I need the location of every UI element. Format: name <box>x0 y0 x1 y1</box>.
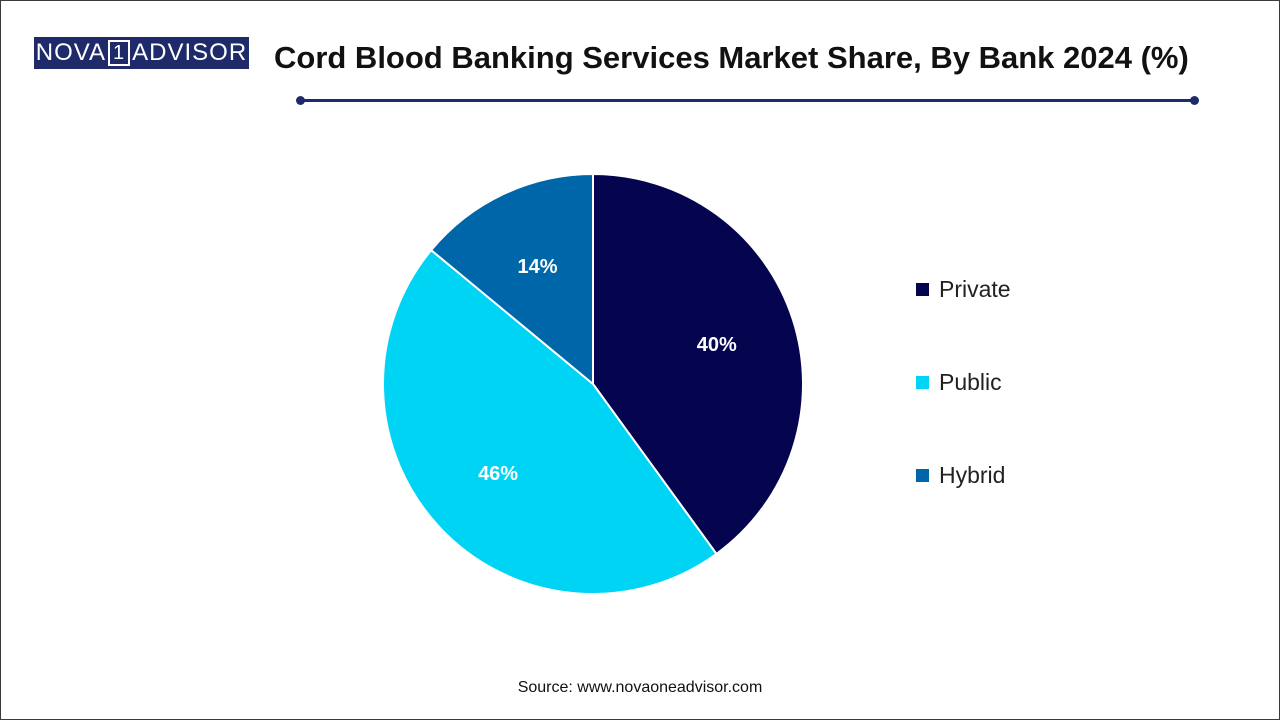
logo-text-one: 1 <box>108 40 131 66</box>
pie-slice-private <box>592 172 804 556</box>
legend-label-public: Public <box>939 368 1002 395</box>
brand-logo: NOVA 1 ADVISOR <box>34 37 249 69</box>
slice-label-hybrid: 14% <box>518 256 558 278</box>
legend-swatch-private <box>916 282 929 296</box>
legend-label-hybrid: Hybrid <box>939 461 1006 488</box>
slice-label-private: 40% <box>697 334 737 356</box>
source-note: Source: www.novaoneadvisor.com <box>517 679 763 696</box>
divider-dot-right <box>1190 96 1199 105</box>
legend-item-hybrid: Hybrid <box>916 456 1116 494</box>
legend-label-private: Private <box>939 275 1011 302</box>
legend-swatch-hybrid <box>916 468 929 482</box>
divider-dot-left <box>296 96 305 105</box>
legend-swatch-public <box>916 375 929 389</box>
chart-title: Cord Blood Banking Services Market Share… <box>274 40 1189 75</box>
logo-text-left: NOVA <box>35 39 107 66</box>
logo-text-right: ADVISOR <box>132 39 248 66</box>
legend-item-public: Public <box>916 363 1116 401</box>
title-divider <box>300 99 1196 102</box>
legend-item-private: Private <box>916 270 1116 308</box>
pie-slice-public <box>382 248 718 595</box>
chart-legend: Private Public Hybrid <box>916 270 1116 549</box>
slice-label-public: 46% <box>478 463 518 485</box>
pie-slice-hybrid <box>429 172 594 387</box>
